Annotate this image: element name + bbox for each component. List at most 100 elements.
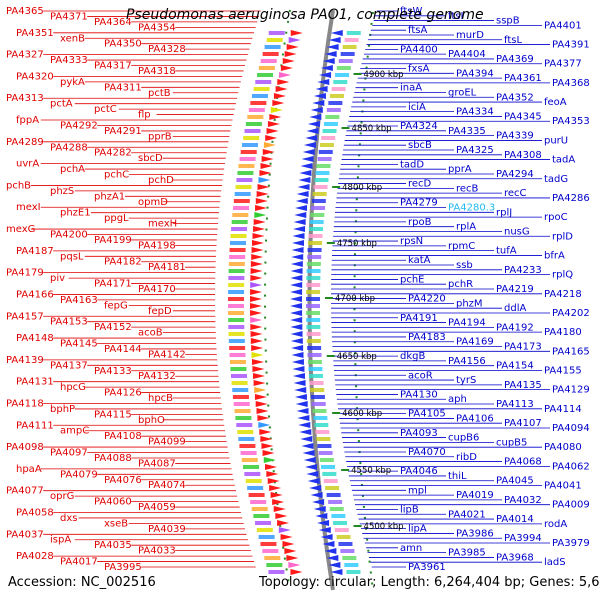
gene-label[interactable]: PA4028 [16,551,54,562]
gene-label[interactable]: PA4292 [60,120,98,131]
gene-label[interactable]: groEL [448,87,477,98]
gene-label[interactable]: PA4377 [544,59,582,70]
gene-label[interactable]: PA4187 [16,246,54,257]
gene-label[interactable]: PA4097 [50,448,88,459]
gene-label[interactable]: pprB [148,131,172,142]
gene-label[interactable]: PA4318 [138,66,176,77]
gene-label[interactable]: PA4198 [138,240,176,251]
gene-label[interactable]: acoR [408,370,433,381]
gene-label[interactable]: PA4334 [456,107,494,118]
gene-label[interactable]: murD [456,30,484,41]
gene-label[interactable]: pprA [448,164,472,175]
gene-label[interactable]: PA4074 [148,480,186,491]
gene-label[interactable]: PA4157 [6,311,44,322]
gene-label[interactable]: mpl [408,485,427,496]
gene-label[interactable]: PA4144 [104,344,142,355]
gene-label[interactable]: PA4361 [504,73,542,84]
gene-label[interactable]: opmD [138,197,168,208]
gene-label[interactable]: ftsA [408,25,427,36]
gene-label[interactable]: pchE [400,274,425,285]
gene-label[interactable]: piv [50,273,65,284]
gene-label[interactable]: PA4369 [496,54,534,65]
gene-label[interactable]: PA4313 [6,93,44,104]
gene-label[interactable]: PA4041 [544,481,582,492]
gene-label[interactable]: PA4199 [94,235,132,246]
gene-label[interactable]: pchD [148,175,174,186]
gene-label[interactable]: PA3979 [552,538,590,549]
gene-label[interactable]: recB [456,183,479,194]
gene-label[interactable]: PA4320 [16,71,54,82]
gene-label[interactable]: rplJ [496,207,512,218]
gene-label[interactable]: rpmC [448,241,475,252]
gene-label[interactable]: PA4060 [94,497,132,508]
gene-label[interactable]: PA4045 [496,476,534,487]
gene-label[interactable]: sbcB [408,140,432,151]
gene-label[interactable]: recC [504,188,527,199]
gene-label[interactable]: mexG [6,224,35,235]
gene-label[interactable]: PA4170 [138,284,176,295]
gene-label[interactable]: bfrA [544,250,565,261]
gene-label[interactable]: PA4080 [544,442,582,453]
gene-label[interactable]: PA4289 [6,137,44,148]
gene-label[interactable]: PA4179 [6,268,44,279]
gene-label[interactable]: pctC [94,104,117,115]
gene-label[interactable]: PA4099 [148,437,186,448]
gene-label[interactable]: fepG [104,300,128,311]
gene-label[interactable]: PA4394 [456,68,494,79]
gene-label[interactable]: hpaA [16,464,42,475]
gene-label[interactable]: ftsL [504,35,522,46]
gene-label[interactable]: tyrS [456,375,476,386]
gene-label[interactable]: nusG [504,226,530,237]
gene-label[interactable]: PA4308 [504,150,542,161]
gene-label[interactable]: PA4156 [448,356,486,367]
gene-label[interactable]: PA4070 [408,447,446,458]
gene-label[interactable]: PA4163 [60,295,98,306]
gene-label[interactable]: PA4093 [400,428,438,439]
gene-label[interactable]: PA4114 [544,404,582,415]
gene-label[interactable]: xenB [60,33,85,44]
gene-label[interactable]: rpoC [544,212,568,223]
gene-label[interactable]: amn [400,543,422,554]
gene-label[interactable]: PA4079 [60,469,98,480]
gene-label[interactable]: PA4192 [496,322,534,333]
gene-label[interactable]: PA3986 [456,528,494,539]
gene-label[interactable]: PA4371 [50,11,88,22]
gene-label[interactable]: PA4111 [16,420,54,431]
gene-label[interactable]: PA4113 [496,399,534,410]
gene-label[interactable]: mexI [16,202,41,213]
gene-label[interactable]: PA3994 [504,533,542,544]
gene-label[interactable]: rplD [552,231,573,242]
gene-label[interactable]: PA4035 [94,540,132,551]
gene-label[interactable]: PA4155 [544,365,582,376]
gene-label[interactable]: PA4142 [148,349,186,360]
gene-label[interactable]: ispA [50,535,71,546]
gene-label[interactable]: PA4291 [104,126,142,137]
gene-label[interactable]: PA4404 [448,49,486,60]
gene-label[interactable]: PA4180 [544,327,582,338]
gene-label[interactable]: pqsL [60,251,84,262]
gene-label[interactable]: rpsN [400,236,423,247]
gene-label[interactable]: cupB5 [496,437,527,448]
gene-label[interactable]: PA4145 [60,339,98,350]
gene-label[interactable]: PA3995 [104,562,142,573]
gene-label[interactable]: lipB [400,504,419,515]
gene-label[interactable]: PA4166 [16,289,54,300]
gene-label[interactable]: phzM [456,298,483,309]
gene-label[interactable]: tadA [552,155,575,166]
gene-label[interactable]: phzA1 [94,191,125,202]
gene-label[interactable]: PA4345 [504,111,542,122]
gene-label[interactable]: PA4327 [6,50,44,61]
gene-label[interactable]: PA4033 [138,546,176,557]
gene-label[interactable]: PA4365 [6,6,44,17]
gene-label[interactable]: PA4107 [504,418,542,429]
gene-label[interactable]: PA4354 [138,22,176,33]
gene-label[interactable]: PA4021 [448,509,486,520]
gene-label[interactable]: PA4106 [456,413,494,424]
gene-label[interactable]: PA4108 [104,431,142,442]
gene-label[interactable]: PA4154 [496,361,534,372]
gene-label[interactable]: PA4171 [94,279,132,290]
gene-label[interactable]: pchA [60,164,85,175]
gene-label[interactable]: recD [408,179,432,190]
gene-label[interactable]: feoA [544,97,567,108]
gene-label[interactable]: acoB [138,328,163,339]
